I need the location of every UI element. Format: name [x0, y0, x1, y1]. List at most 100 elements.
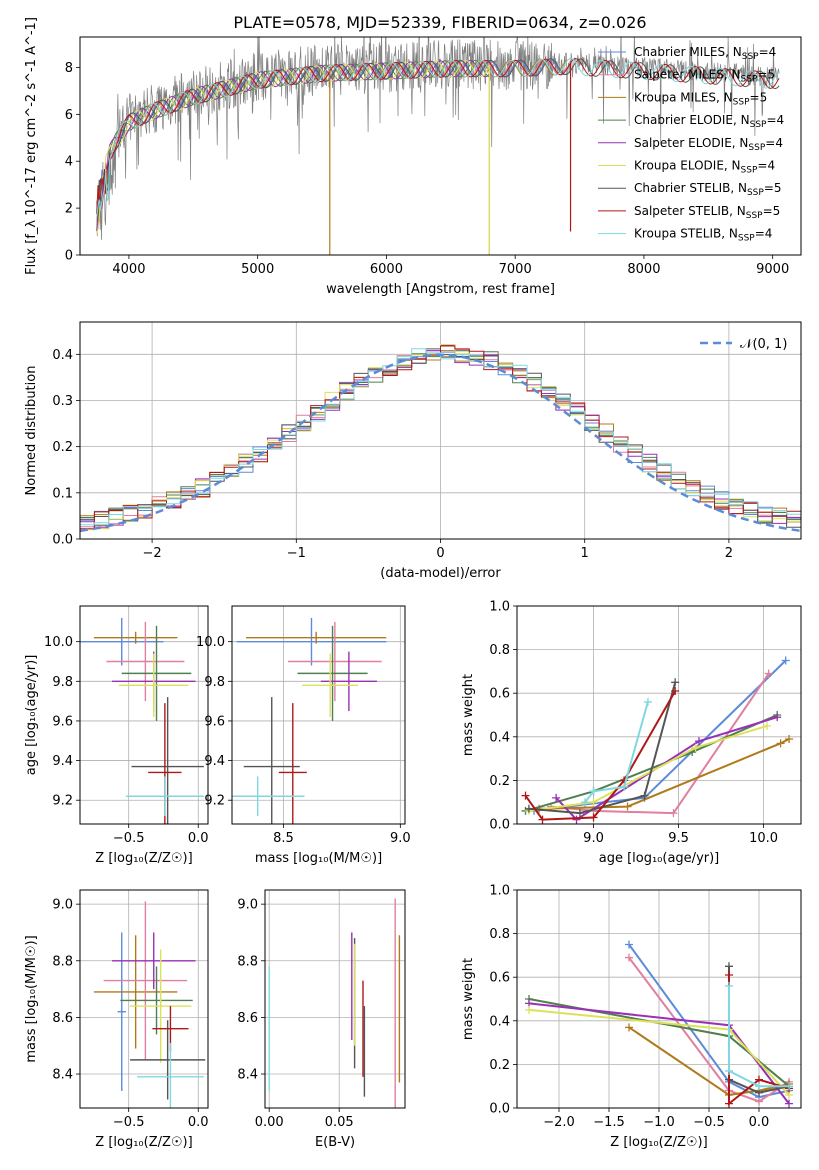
mass-weight-point	[755, 1082, 763, 1091]
y-tick-label: 9.8	[204, 675, 225, 690]
y-tick-label: 9.4	[204, 754, 225, 769]
y-axis-label: mass weight	[461, 674, 476, 756]
mass-weight-point	[625, 953, 633, 962]
x-tick-label: 9.0	[583, 831, 604, 846]
x-tick-label: −2.0	[543, 1115, 575, 1130]
chart-residuals: −2 −1 0 1 2 0.0 0.1 0.2 0.3 0.4 (data-model)/error…	[24, 321, 802, 581]
chart-mass-EBV: 0.00 0.05 8.4 8.6 8.8 9.0 E(B-V)	[237, 889, 406, 1150]
legend-label: 𝒩(0, 1)	[740, 337, 787, 352]
axes-frame	[79, 321, 802, 540]
mass-weight-point	[521, 791, 530, 800]
legend-label: Salpeter ELODIE, NSSP=4	[634, 136, 783, 153]
model-spectrum	[96, 58, 567, 215]
mass-weight-line	[528, 682, 677, 815]
mass-weight-point	[575, 809, 584, 818]
model-spectrum	[96, 58, 568, 219]
mass-weight-point	[762, 721, 771, 730]
mass-weight-point	[785, 1082, 793, 1091]
x-tick-label: 9.5	[668, 831, 689, 846]
x-tick-label: 1	[581, 546, 589, 561]
legend-label: Kroupa STELIB, NSSP=4	[634, 227, 772, 244]
mass-weight-point	[525, 1005, 533, 1014]
mass-weight-point	[572, 815, 581, 824]
y-tick-label: 9.2	[52, 794, 73, 809]
mass-weight-point	[725, 981, 733, 990]
gaussian-curve	[80, 353, 801, 533]
x-axis-label: Z [log₁₀(Z/Z☉)]	[95, 851, 192, 866]
x-tick-label: 2	[725, 546, 733, 561]
x-axis-label: age [log₁₀(age/yr)]	[599, 851, 720, 866]
model-spectrum	[96, 58, 568, 224]
plot-layer: 4000 5000 6000 7000 8000 9000 0 2 4 6 8 wavelength …	[24, 17, 802, 1150]
mass-weight-point	[623, 802, 632, 811]
x-tick-label: 0.00	[255, 1115, 284, 1130]
y-tick-label: 9.0	[237, 898, 258, 913]
mass-weight-line	[524, 690, 677, 821]
y-tick-label: 8.8	[52, 954, 73, 969]
y-tick-label: 1.0	[489, 600, 510, 615]
x-tick-label: −0.5	[113, 831, 145, 846]
y-axis-label: mass [log₁₀(M/M☉)]	[24, 935, 39, 1062]
x-tick-label: 6000	[370, 262, 403, 277]
y-tick-label: 0.4	[489, 730, 510, 745]
y-tick-label: 2	[65, 202, 73, 217]
chart-age-mass: 8.5 9.0 9.2 9.4 9.6 9.8 10.0 mass [log₁₀(M/M☉)]	[196, 605, 411, 866]
mass-weight-point	[625, 1023, 633, 1032]
y-tick-label: 9.6	[204, 714, 225, 729]
mass-weight-point	[773, 713, 782, 722]
legend-label: Kroupa ELODIE, NSSP=4	[634, 159, 775, 176]
x-tick-label: 0.0	[749, 1115, 770, 1130]
y-tick-label: 8.6	[52, 1011, 73, 1026]
mass-weight-point	[669, 809, 678, 818]
mass-weight-line	[584, 701, 649, 803]
y-tick-label: 0.1	[52, 486, 73, 501]
figure-title: PLATE=0578, MJD=52339, FIBERID=0634, z=0…	[233, 13, 646, 32]
x-tick-label: −0.5	[113, 1115, 145, 1130]
y-tick-label: 0.0	[52, 533, 73, 548]
model-spectrum	[96, 60, 490, 235]
mass-weight-line	[728, 985, 789, 1088]
legend: Chabrier MILES, NSSP=4 Salpeter MILES, NS…	[598, 45, 784, 244]
model-spectrum	[96, 57, 780, 218]
y-tick-label: 0	[65, 249, 73, 264]
axes-frame	[516, 889, 802, 1109]
x-tick-label: 9.0	[390, 831, 411, 846]
y-tick-label: 0.8	[489, 927, 510, 942]
legend-label: Chabrier ELODIE, NSSP=4	[634, 113, 784, 130]
y-tick-label: 10.0	[44, 635, 73, 650]
y-tick-label: 8	[65, 61, 73, 76]
mass-weight-line	[528, 724, 768, 812]
plot-area	[525, 940, 793, 1108]
x-tick-label: 9000	[756, 262, 789, 277]
x-tick-label: 7000	[499, 262, 532, 277]
y-tick-label: 0.8	[489, 643, 510, 658]
residual-histogram	[80, 345, 801, 530]
x-tick-label: −0.5	[693, 1115, 725, 1130]
y-axis-label: Flux [f_λ 10^-17 erg cm^-2 s^-1 A^-1]	[24, 17, 39, 275]
x-tick-label: 0.0	[188, 1115, 209, 1130]
legend-label: Chabrier STELIB, NSSP=5	[634, 181, 782, 198]
y-tick-label: 1.0	[489, 884, 510, 899]
axes-frame	[264, 889, 406, 1109]
mass-weight-point	[764, 669, 773, 678]
axes-frame	[79, 889, 209, 1109]
y-tick-label: 0.2	[489, 1058, 510, 1073]
y-tick-label: 0.3	[52, 394, 73, 409]
y-tick-label: 9.6	[52, 714, 73, 729]
mass-weight-point	[589, 813, 598, 822]
x-tick-label: −1.5	[593, 1115, 625, 1130]
y-tick-label: 9.8	[52, 675, 73, 690]
axes-frame	[231, 605, 406, 825]
mass-weight-line	[628, 943, 790, 1099]
x-tick-label: 4000	[112, 262, 145, 277]
y-tick-label: 9.2	[204, 794, 225, 809]
chart-spectrum: 4000 5000 6000 7000 8000 9000 0 2 4 6 8 wavelength …	[24, 17, 802, 297]
legend-label: Kroupa MILES, NSSP=5	[634, 90, 767, 107]
mass-weight-point	[524, 804, 533, 813]
y-tick-label: 8.4	[52, 1068, 73, 1083]
plot-area	[80, 617, 204, 824]
axes-frame	[516, 605, 802, 825]
y-tick-label: 9.4	[52, 754, 73, 769]
plot-area	[93, 901, 206, 1108]
